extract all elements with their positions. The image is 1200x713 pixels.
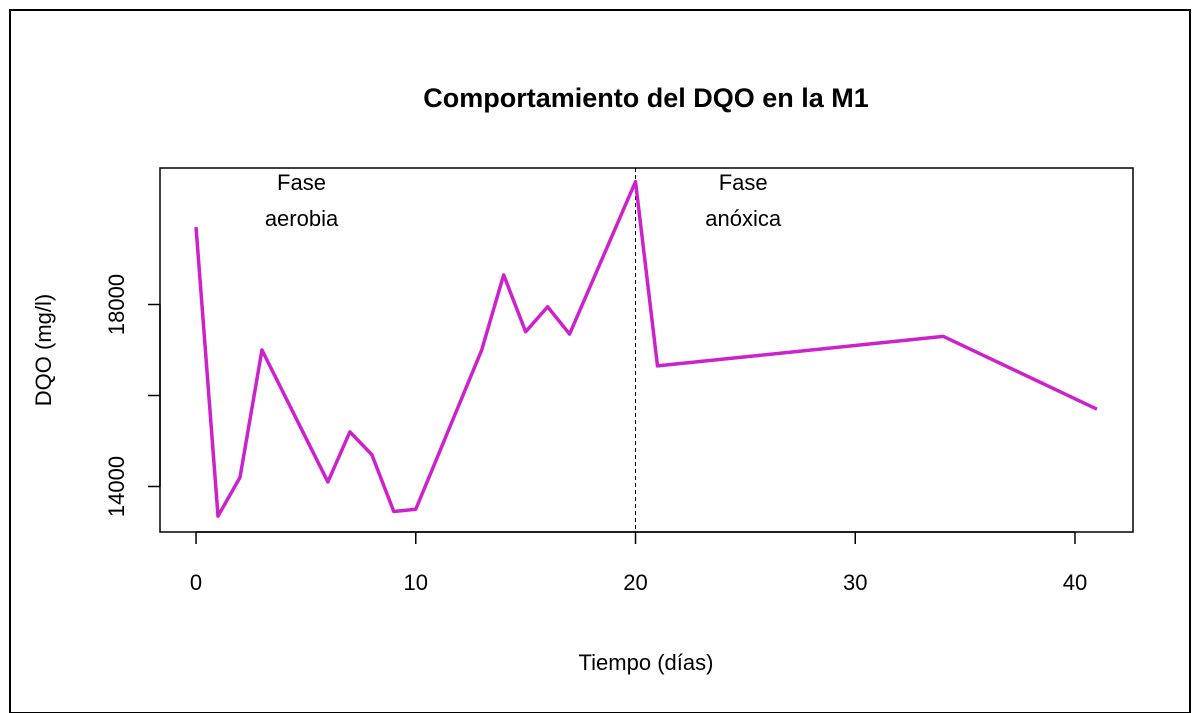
annotation: aerobia [265, 206, 339, 231]
y-axis-label: DQO (mg/l) [31, 294, 56, 406]
annotation: anóxica [705, 206, 782, 231]
y-tick-label: 14000 [104, 456, 129, 517]
annotation: Fase [719, 170, 768, 195]
x-axis-label: Tiempo (días) [579, 650, 714, 675]
x-tick-label: 40 [1063, 570, 1087, 595]
x-tick-label: 20 [623, 570, 647, 595]
x-tick-label: 30 [843, 570, 867, 595]
x-tick-label: 0 [190, 570, 202, 595]
frame [9, 9, 1191, 713]
y-tick-label: 18000 [104, 274, 129, 335]
chart-title: Comportamiento del DQO en la M1 [423, 83, 869, 113]
x-tick-label: 10 [404, 570, 428, 595]
annotation: Fase [277, 170, 326, 195]
data-line [194, 179, 1098, 518]
